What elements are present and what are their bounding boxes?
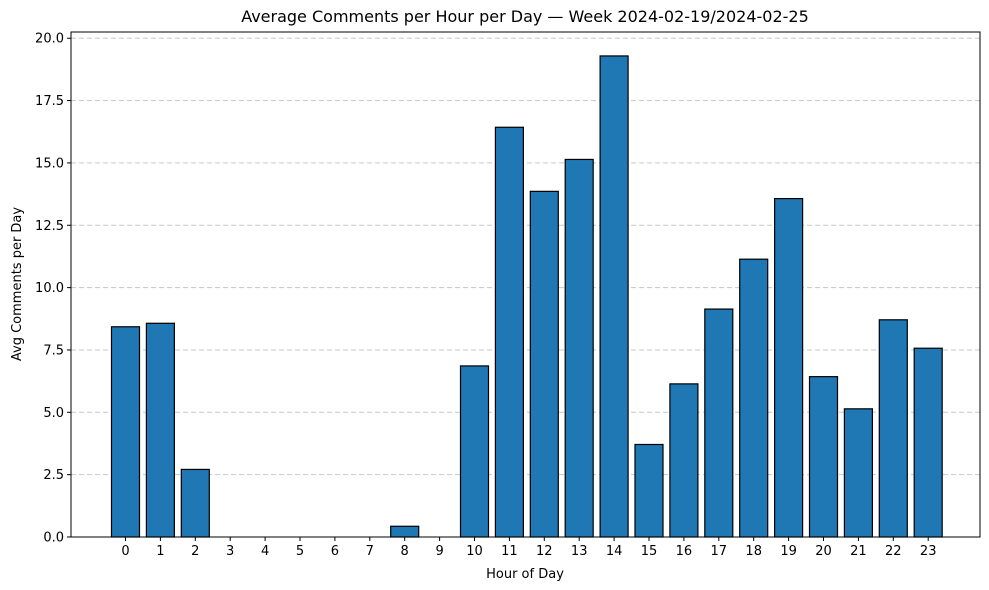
y-tick-label: 0.0 (43, 531, 64, 546)
bar-hour-12 (529, 190, 559, 538)
x-axis-ticks: 0 1 2 3 4 5 6 7 8 9 10 11 12 13 14 15 16 17 18 19 20 21 22 23 (121, 537, 936, 559)
x-tick-label: 3 (226, 544, 234, 559)
y-tick-label: 12.5 (35, 219, 64, 234)
x-tick-label: 19 (780, 544, 797, 559)
x-tick-label: 22 (885, 544, 902, 559)
x-tick-label: 21 (850, 544, 867, 559)
bar-hour-22 (878, 319, 908, 538)
x-tick-label: 17 (711, 544, 728, 559)
x-tick-label: 6 (331, 544, 339, 559)
bar-hour-0 (110, 326, 141, 538)
bars (110, 55, 943, 538)
bar-hour-23 (913, 347, 943, 538)
x-tick-label: 10 (466, 544, 483, 559)
chart-title: Average Comments per Hour per Day — Week… (241, 7, 809, 26)
bar-hour-13 (564, 158, 594, 538)
x-tick-label: 23 (920, 544, 937, 559)
x-tick-label: 13 (571, 544, 588, 559)
bar-hour-16 (669, 383, 699, 538)
y-tick-label: 15.0 (35, 156, 64, 171)
bar-hour-2 (180, 468, 210, 538)
x-tick-label: 4 (261, 544, 269, 559)
bar-hour-8 (390, 525, 420, 538)
x-tick-label: 11 (501, 544, 518, 559)
bar-hour-20 (808, 376, 839, 538)
x-tick-label: 2 (191, 544, 199, 559)
bar-hour-15 (634, 443, 664, 538)
y-tick-label: 5.0 (43, 406, 64, 421)
x-tick-label: 16 (676, 544, 693, 559)
grid-lines (71, 37, 980, 476)
y-axis-label: Avg Comments per Day (10, 207, 25, 362)
x-tick-label: 7 (366, 544, 374, 559)
bar-hour-21 (843, 408, 874, 538)
x-tick-label: 9 (435, 544, 443, 559)
y-tick-label: 7.5 (43, 343, 64, 358)
bar-hour-10 (459, 365, 490, 538)
bar-hour-11 (494, 126, 524, 538)
x-tick-label: 8 (401, 544, 409, 559)
y-tick-label: 10.0 (35, 281, 64, 296)
x-tick-label: 12 (536, 544, 553, 559)
bar-hour-18 (739, 258, 769, 538)
bar-hour-19 (773, 197, 804, 538)
axes (70, 31, 981, 538)
bar-hour-1 (145, 322, 175, 538)
y-axis-ticks: 0.0 2.5 5.0 7.5 10.0 12.5 15.0 17.5 20.0 (35, 32, 71, 546)
y-tick-label: 17.5 (35, 94, 64, 109)
plot-frame (70, 31, 981, 538)
x-tick-label: 14 (606, 544, 623, 559)
x-axis-label: Hour of Day (486, 567, 564, 582)
bar-hour-17 (704, 308, 734, 538)
x-tick-label: 15 (641, 544, 658, 559)
x-tick-label: 20 (815, 544, 832, 559)
y-tick-label: 20.0 (35, 32, 64, 47)
x-tick-label: 0 (121, 544, 129, 559)
x-tick-label: 18 (745, 544, 762, 559)
x-tick-label: 5 (296, 544, 304, 559)
y-tick-label: 2.5 (43, 468, 64, 483)
bar-hour-14 (599, 55, 629, 538)
x-tick-label: 1 (156, 544, 164, 559)
